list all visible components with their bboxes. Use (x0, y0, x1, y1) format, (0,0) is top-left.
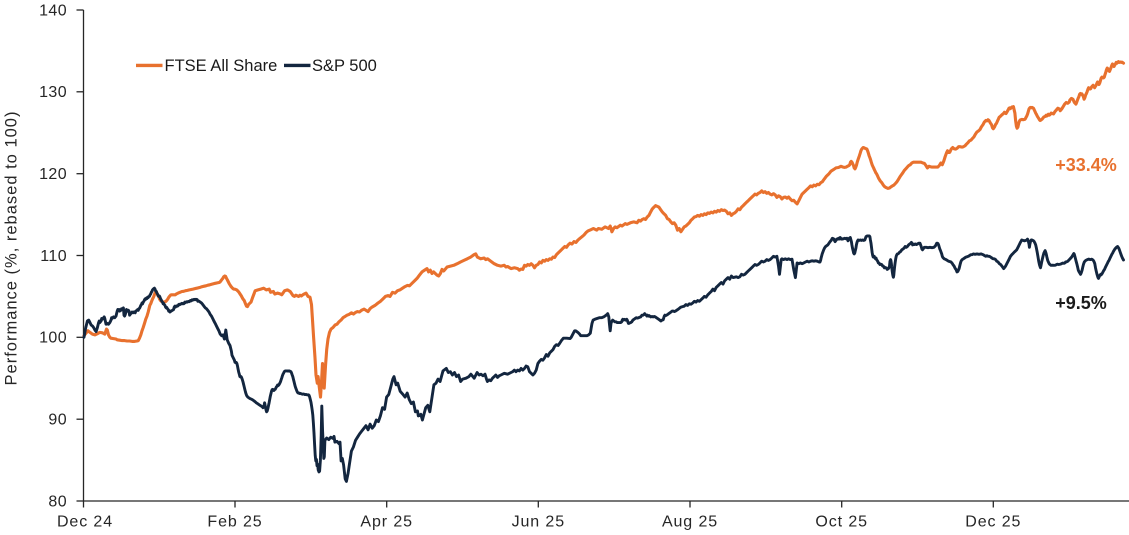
svg-text:Apr 25: Apr 25 (360, 514, 413, 531)
svg-text:Feb 25: Feb 25 (207, 514, 262, 531)
svg-text:140: 140 (39, 2, 67, 19)
svg-text:120: 120 (39, 166, 67, 183)
svg-text:Dec 24: Dec 24 (57, 514, 113, 531)
svg-text:+9.5%: +9.5% (1055, 293, 1107, 313)
svg-text:100: 100 (39, 330, 67, 347)
svg-text:Oct 25: Oct 25 (815, 514, 868, 531)
svg-text:80: 80 (48, 493, 67, 510)
svg-text:Aug 25: Aug 25 (662, 514, 718, 531)
svg-text:130: 130 (39, 84, 67, 101)
svg-text:Performance (%, rebased to 100: Performance (%, rebased to 100) (3, 111, 21, 386)
svg-text:FTSE All Share: FTSE All Share (165, 57, 278, 75)
svg-text:Jun 25: Jun 25 (512, 514, 565, 531)
svg-text:Dec 25: Dec 25 (965, 514, 1021, 531)
svg-text:110: 110 (40, 248, 67, 265)
svg-text:S&P 500: S&P 500 (312, 57, 377, 75)
svg-text:90: 90 (48, 412, 67, 429)
svg-text:+33.4%: +33.4% (1055, 155, 1117, 175)
